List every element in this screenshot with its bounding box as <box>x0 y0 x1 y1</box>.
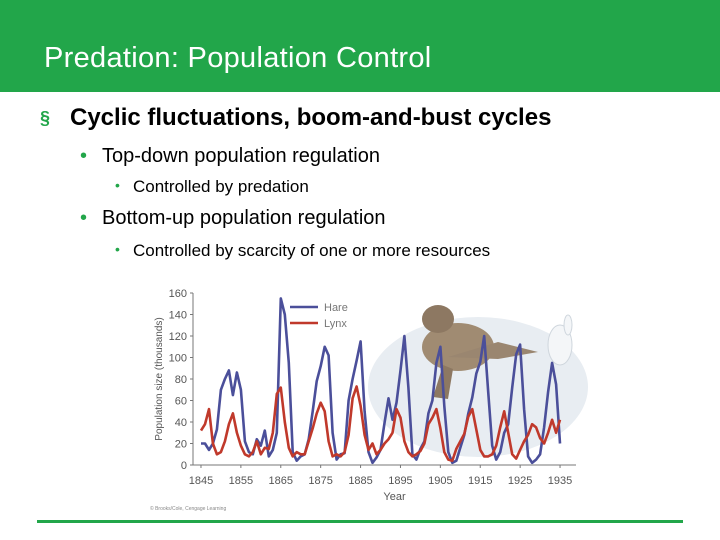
bottom-rule <box>37 520 683 523</box>
legend-label-hare: Hare <box>324 302 348 314</box>
dot-bullet-marker: • <box>115 241 120 257</box>
dot-bullet-marker: • <box>80 145 88 167</box>
x-tick-label: 1905 <box>428 475 452 487</box>
x-tick-label: 1845 <box>189 475 213 487</box>
bullet-text-predation: Controlled by predation <box>133 177 309 196</box>
bullet-text-scarcity: Controlled by scarcity of one or more re… <box>133 241 491 260</box>
square-bullet-marker: § <box>40 108 51 128</box>
x-tick-label: 1855 <box>229 475 253 487</box>
image-credit: © Brooks/Cole, Cengage Learning <box>150 505 226 512</box>
slide-title: Predation: Population Control <box>44 42 432 74</box>
y-tick-label: 100 <box>169 353 187 365</box>
x-tick-label: 1895 <box>388 475 412 487</box>
y-tick-label: 40 <box>175 417 187 429</box>
x-axis-label: Year <box>383 491 406 503</box>
x-tick-label: 1925 <box>508 475 532 487</box>
bullet-text-cyclic: Cyclic fluctuations, boom-and-bust cycle… <box>70 104 552 131</box>
dot-bullet-marker: • <box>80 207 88 229</box>
x-tick-label: 1915 <box>468 475 492 487</box>
y-tick-label: 140 <box>169 310 187 322</box>
y-tick-label: 20 <box>175 439 187 451</box>
title-bar: Predation: Population Control <box>0 0 720 92</box>
x-tick-label: 1875 <box>308 475 332 487</box>
x-tick-label: 1935 <box>548 475 572 487</box>
hare-lynx-figure: 0 20 40 60 80 100 120 140 160 1845 1855 1865 1875 188… <box>148 287 588 514</box>
y-tick-label: 160 <box>169 288 187 300</box>
population-chart: 0 20 40 60 80 100 120 140 160 1845 1855 1865 1875 188… <box>150 288 588 512</box>
dot-bullet-marker: • <box>115 177 120 193</box>
x-tick-label: 1885 <box>348 475 372 487</box>
y-tick-label: 120 <box>169 331 187 343</box>
y-tick-label: 60 <box>175 396 187 408</box>
x-tick-label: 1865 <box>269 475 293 487</box>
y-axis-label: Population size (thousands) <box>154 317 165 440</box>
legend-label-lynx: Lynx <box>324 318 347 330</box>
series-line-lynx <box>199 385 562 462</box>
y-tick-label: 0 <box>181 460 187 472</box>
bullet-text-top-down: Top-down population regulation <box>102 145 380 167</box>
y-tick-label: 80 <box>175 374 187 386</box>
bullet-text-bottom-up: Bottom-up population regulation <box>102 207 386 229</box>
